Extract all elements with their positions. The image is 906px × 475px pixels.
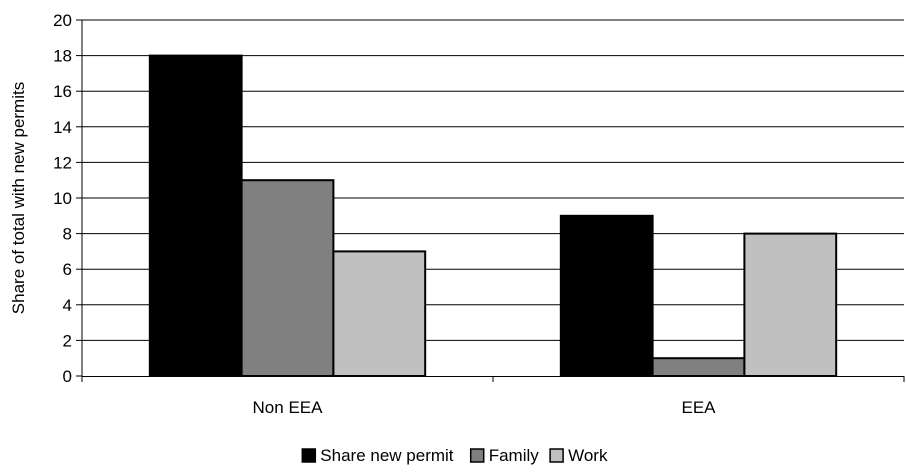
y-tick-label: 0 <box>63 367 72 386</box>
y-tick-label: 16 <box>53 82 72 101</box>
axes <box>76 19 905 382</box>
y-tick-label: 12 <box>53 153 72 172</box>
legend-swatch-share-new-permit <box>301 448 317 463</box>
legend-label: Share new permit <box>320 446 454 465</box>
y-tick-label: 2 <box>63 331 72 350</box>
bar-work-eea <box>743 232 838 377</box>
y-tick-label: 14 <box>53 118 72 137</box>
bar-work-non-eea <box>332 250 427 377</box>
bar-share-new-permit-non-eea <box>148 54 243 377</box>
bar-share-new-permit-eea <box>559 214 654 377</box>
bar-family-eea <box>651 357 746 378</box>
y-tick-label: 20 <box>53 11 72 30</box>
bars <box>148 54 838 378</box>
y-axis-title: Share of total with new permits <box>9 82 28 314</box>
y-tick-label: 8 <box>63 225 72 244</box>
x-category-labels: Non EEA EEA <box>253 398 717 417</box>
bar-family-non-eea <box>240 179 335 377</box>
y-tick-label: 18 <box>53 47 72 66</box>
legend-swatch-family <box>469 448 485 463</box>
y-tick-labels: 0 2 4 6 8 10 12 14 16 18 20 <box>53 11 72 386</box>
legend-swatch-work <box>549 448 564 463</box>
y-tick-label: 10 <box>53 189 72 208</box>
legend-label: Work <box>568 446 608 465</box>
legend-label: Family <box>489 446 540 465</box>
x-category-label: EEA <box>681 398 716 417</box>
x-category-label: Non EEA <box>253 398 324 417</box>
y-tick-label: 6 <box>63 260 72 279</box>
legend: Share new permit Family Work <box>301 446 608 465</box>
y-tick-label: 4 <box>63 296 72 315</box>
